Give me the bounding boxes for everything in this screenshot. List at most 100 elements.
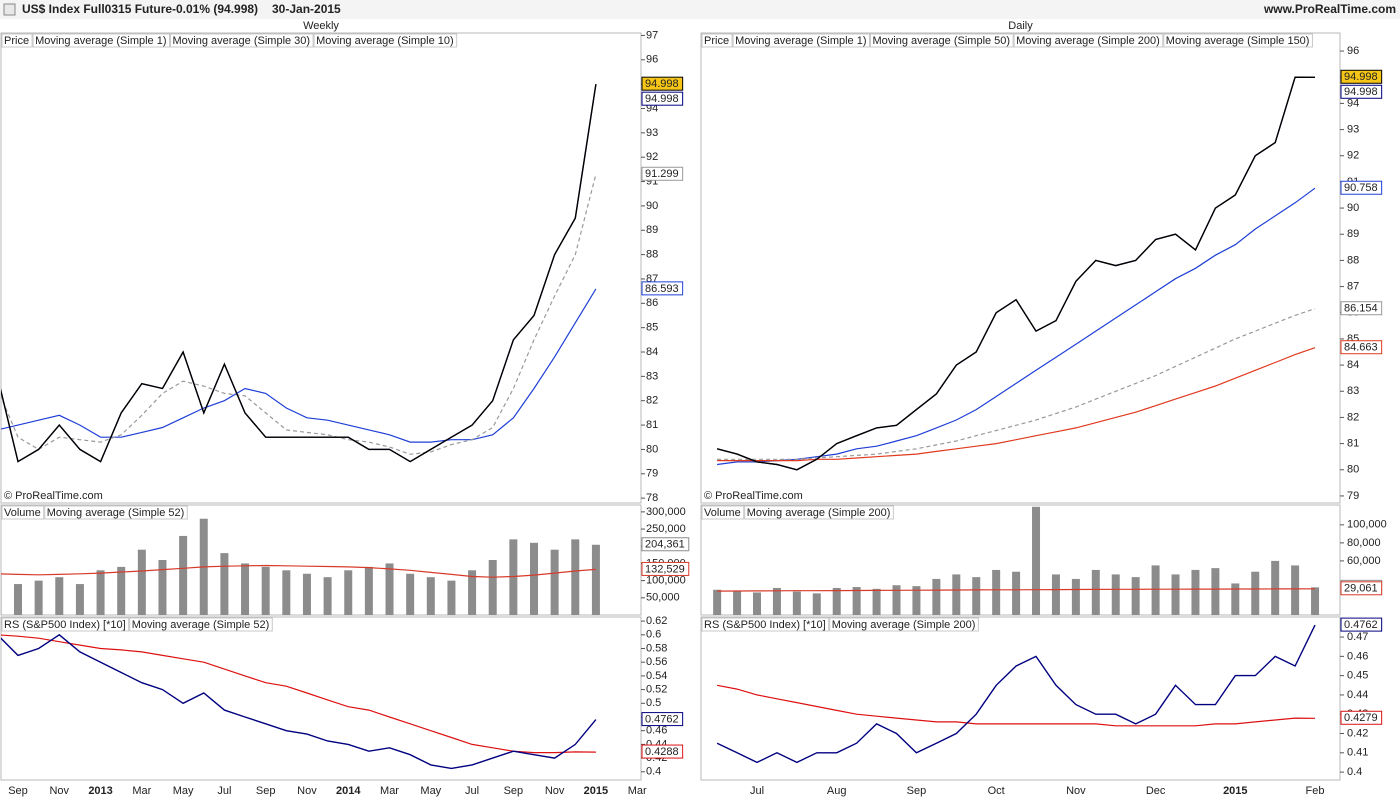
volume-bar: [1211, 568, 1220, 615]
volume-bar: [34, 580, 43, 615]
value-tag-label: 0.4288: [645, 746, 679, 758]
y-tick-label: 88: [1347, 254, 1359, 266]
y-tick-label: 83: [1347, 385, 1359, 397]
panel-frame: [0, 32, 642, 504]
value-tag: [641, 537, 690, 552]
y-tick-label: 92: [1347, 150, 1359, 162]
value-tag: [641, 91, 684, 106]
x-tick-label: Aug: [827, 785, 847, 797]
x-tick-label: Nov: [297, 785, 317, 797]
legend-box: [870, 33, 1014, 48]
y-tick-label: 93: [1347, 123, 1359, 135]
x-tick-label: Jul: [465, 785, 479, 797]
volume-bar: [713, 589, 722, 615]
y-tick-label: 0.4: [1347, 766, 1362, 778]
value-tag-label: 91.299: [645, 168, 679, 180]
volume-bar: [179, 535, 188, 615]
volume-bar: [323, 577, 332, 615]
menu-icon[interactable]: [3, 3, 16, 16]
panel-frame: [700, 32, 1341, 504]
volume-bar: [1291, 565, 1300, 615]
volume-bar: [1071, 578, 1080, 615]
series-line: [717, 308, 1316, 460]
value-tag-label: 90.758: [1344, 182, 1378, 194]
y-tick-label: 80: [646, 443, 658, 455]
x-tick-label: Mar: [380, 785, 399, 797]
volume-bar: [952, 574, 961, 615]
y-tick-label: 89: [1347, 228, 1359, 240]
y-tick-label: 90: [1347, 202, 1359, 214]
watermark: © ProRealTime.com: [4, 490, 103, 502]
volume-bar: [1191, 569, 1200, 615]
y-tick-label: 60,000: [1347, 555, 1381, 567]
y-tick-label: 50,000: [646, 592, 680, 604]
series-line: [716, 76, 1316, 471]
value-tag-label: 86.154: [1344, 303, 1378, 315]
volume-bar: [1051, 574, 1060, 615]
volume-bar: [1251, 571, 1260, 615]
volume-bar: [972, 577, 981, 615]
volume-bar: [932, 578, 941, 615]
x-tick-label: Sep: [504, 785, 524, 797]
panel-frame: [0, 616, 642, 781]
series-line: [1, 634, 596, 754]
volume-bar: [1171, 574, 1180, 615]
volume-bar: [14, 584, 22, 615]
y-tick-label: 80: [1347, 464, 1359, 476]
change: -0.01% (94.998): [172, 2, 258, 16]
volume-bar: [261, 566, 270, 615]
value-tag: [641, 561, 690, 576]
legend-box: [744, 505, 894, 520]
value-tag: [1340, 69, 1383, 84]
y-tick-label: 80,000: [1347, 537, 1381, 549]
y-tick-label: 0.41: [1347, 747, 1368, 759]
value-tag: [1340, 180, 1383, 195]
x-tick-label: Nov: [1066, 785, 1086, 797]
value-tag: [1340, 710, 1383, 725]
legend-entry: Price: [704, 35, 729, 47]
x-tick-label: 2013: [88, 785, 112, 797]
instrument: US$ Index Full0315 Future: [22, 2, 172, 16]
y-tick-label: 100,000: [1347, 519, 1387, 531]
y-tick-label: 96: [646, 54, 658, 66]
volume-bar: [406, 573, 415, 615]
volume-bar: [1012, 571, 1021, 615]
series-line: [1, 174, 597, 455]
volume-bar: [75, 584, 84, 615]
volume-bar: [872, 588, 881, 615]
volume-bar: [792, 591, 801, 615]
volume-bar: [530, 542, 538, 615]
value-tag-label: 132,529: [645, 563, 685, 575]
value-tag: [641, 281, 684, 296]
volume-bar: [753, 592, 761, 615]
value-tag: [641, 76, 684, 91]
x-tick-label: 2015: [584, 785, 608, 797]
x-tick-label: 2015: [1223, 785, 1247, 797]
x-tick-label: Sep: [256, 785, 276, 797]
series-line: [716, 624, 1316, 764]
y-tick-label: 89: [646, 224, 658, 236]
volume-bar: [220, 553, 229, 615]
legend-box: [32, 33, 171, 48]
volume-bar: [1311, 587, 1320, 615]
y-tick-label: 0.46: [1347, 650, 1368, 662]
volume-bar: [447, 580, 456, 615]
volume-bar: [302, 573, 311, 615]
value-tag: [1340, 301, 1383, 316]
legend-box: [701, 33, 733, 48]
x-tick-label: May: [173, 785, 194, 797]
legend-box: [129, 617, 273, 632]
volume-bar: [282, 570, 291, 615]
y-tick-label: 84: [1347, 359, 1359, 371]
value-tag-label: 94.998: [645, 93, 679, 105]
volume-bar: [892, 585, 901, 615]
value-tag-label: 0.4279: [1344, 712, 1378, 724]
legend-box: [1013, 33, 1164, 48]
volume-bar: [1091, 569, 1100, 615]
y-tick-label: 0.52: [646, 684, 667, 696]
y-tick-label: 90: [646, 200, 658, 212]
legend-box: [313, 33, 458, 48]
volume-bar: [385, 563, 394, 615]
value-tag-label: 94.998: [1344, 86, 1378, 98]
volume-bar: [241, 563, 250, 615]
